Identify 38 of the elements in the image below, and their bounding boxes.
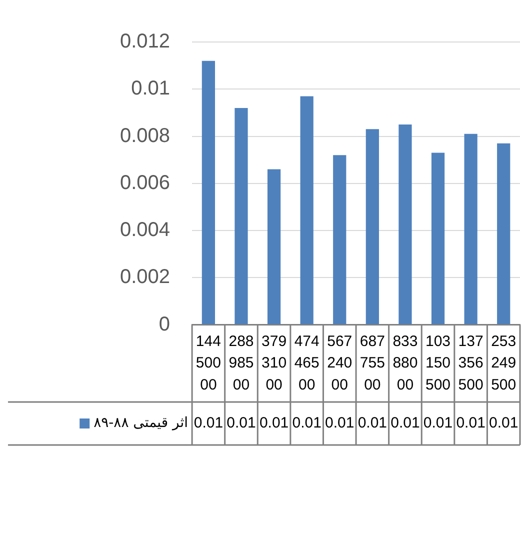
- data-label: 0.01: [358, 414, 388, 432]
- y-tick-label: 0.01: [131, 78, 170, 100]
- data-label: 0.01: [456, 414, 486, 432]
- bar: [333, 155, 346, 324]
- bar: [267, 169, 281, 324]
- y-tick-label: 0: [158, 313, 170, 336]
- data-label: 0.01: [292, 414, 322, 432]
- x-tick-label: 253249500: [491, 332, 516, 394]
- bar: [366, 129, 379, 324]
- x-tick-label: 28898500: [228, 332, 254, 394]
- data-label: 0.01: [194, 414, 224, 432]
- x-tick-label: 83388000: [392, 332, 418, 394]
- bar: [202, 60, 216, 324]
- y-tick-label: 0.006: [120, 172, 170, 194]
- x-tick-label: 103150500: [425, 332, 451, 394]
- bar: [234, 108, 248, 324]
- legend-label: اثر قیمتی ۸۸-۸۹: [94, 415, 188, 432]
- data-label: 0.01: [423, 414, 453, 432]
- bar: [497, 143, 510, 324]
- y-tick-label: 0.004: [120, 219, 170, 242]
- x-tick-label: 56724000: [327, 332, 352, 394]
- data-label: 0.01: [390, 414, 420, 432]
- data-label: 0.01: [259, 414, 289, 432]
- data-label: 0.01: [226, 414, 256, 432]
- x-tick-label: 37931000: [262, 332, 287, 394]
- bar: [431, 152, 445, 324]
- bar: [398, 124, 412, 324]
- y-tick-label: 0.008: [120, 124, 170, 147]
- x-tick-label: 68775500: [360, 332, 385, 394]
- bar: [300, 96, 314, 324]
- y-tick-label: 0.002: [120, 266, 170, 288]
- x-tick-label: 137356500: [458, 332, 484, 394]
- data-label: 0.01: [325, 414, 354, 432]
- data-label: 0.01: [489, 414, 518, 432]
- x-tick-label: 47446500: [294, 332, 320, 394]
- bar: [464, 134, 478, 324]
- y-tick-label: 0.012: [120, 30, 170, 53]
- x-tick-label: 14450000: [196, 332, 221, 394]
